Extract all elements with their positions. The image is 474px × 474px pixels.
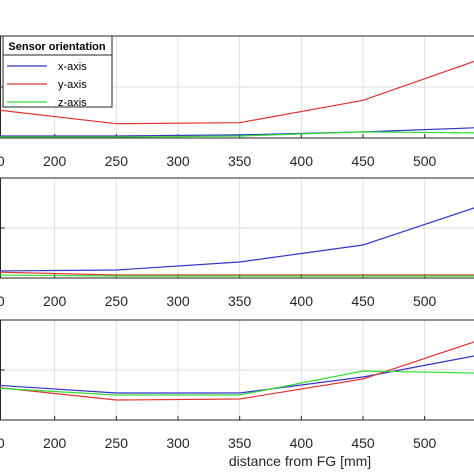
panel-3-series-y-axis [0,341,474,401]
panel-3-xtick-label-4: 350 [228,435,252,451]
panel-1-xtick-label-1: 200 [43,153,67,169]
panel-2-xtick-label-4: 350 [228,293,252,309]
panel-1-xtick-label-0: 150 [0,153,5,169]
panel-2-series-x-axis [0,207,474,272]
panel-1-xtick-label-3: 300 [166,153,190,169]
legend-label-z-axis: z-axis [58,97,87,109]
legend-label-y-axis: y-axis [58,79,87,91]
legend-title: Sensor orientation [8,41,105,53]
panel-1-xtick-label-6: 450 [351,153,375,169]
panel-1-xtick-label-7: 500 [413,153,437,169]
panel-2-xtick-label-1: 200 [43,293,67,309]
panel-2-xtick-label-0: 150 [0,293,5,309]
panel-3: 150 200 250 300 350 400 450 500 [0,319,474,451]
panel-1-xtick-label-5: 400 [290,153,314,169]
chart-panels: 150 200 250 300 350 400 450 500 150 200 250 300 350 4… [0,35,474,451]
panel-3-xtick-label-6: 450 [351,435,375,451]
panel-2-xtick-label-2: 250 [105,293,129,309]
x-axis-label: distance from FG [mm] [229,453,371,469]
panel-2-xtick-label-6: 450 [351,293,375,309]
panel-3-series-z-axis [0,370,474,396]
panel-3-xtick-label-1: 200 [43,435,67,451]
panel-3-xtick-label-2: 250 [105,435,129,451]
panel-3-series-x-axis [0,355,474,394]
panel-1-series-z-axis [0,131,474,138]
panel-2: 150 200 250 300 350 400 450 500 [0,177,474,309]
panel-1-xtick-label-2: 250 [105,153,129,169]
panel-2-series-y-axis [0,271,474,276]
legend: Sensor orientation x-axis y-axis z-axis [2,35,113,109]
panel-1-xtick-label-4: 350 [228,153,252,169]
legend-entries: x-axis y-axis z-axis [7,61,87,109]
panel-3-xtick-label-3: 300 [166,435,190,451]
legend-box [2,35,113,108]
legend-label-x-axis: x-axis [58,61,87,73]
panel-1-series-x-axis [0,127,474,137]
panel-2-xtick-label-7: 500 [413,293,437,309]
panel-1-series-y-axis [0,60,474,125]
panel-2-xtick-label-3: 300 [166,293,190,309]
panel-3-xtick-label-0: 150 [0,435,5,451]
panel-2-series-z-axis [0,274,474,277]
panel-3-xtick-label-7: 500 [413,435,437,451]
panel-2-xtick-label-5: 400 [290,293,314,309]
panel-3-xtick-label-5: 400 [290,435,314,451]
